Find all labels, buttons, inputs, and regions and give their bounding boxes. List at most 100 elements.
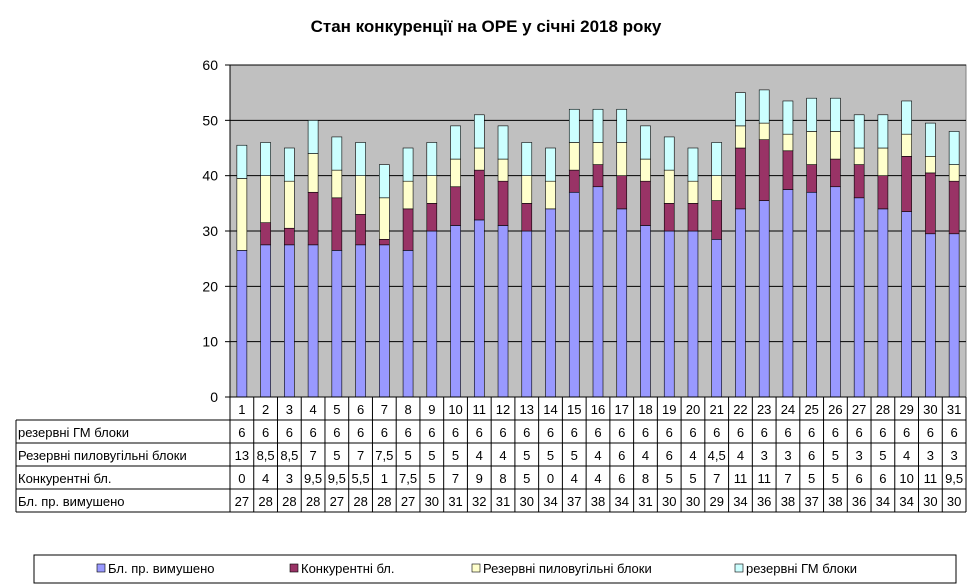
- bar-segment-series-2: [687, 180, 699, 204]
- data-label: 6: [856, 425, 863, 440]
- bar-segment-series-0: [426, 230, 438, 398]
- bar-segment-series-2: [379, 197, 390, 240]
- data-label: 37: [567, 494, 581, 509]
- x-category-label: 30: [923, 402, 937, 417]
- data-label: 6: [547, 425, 554, 440]
- bar-segment-series-3: [260, 142, 271, 176]
- bar-segment-series-3: [284, 147, 295, 182]
- bar-segment-series-0: [735, 208, 746, 398]
- bar-segment-series-2: [758, 122, 770, 140]
- data-label: 6: [594, 425, 601, 440]
- bar-segment-series-2: [901, 133, 912, 157]
- data-label: 6: [832, 425, 839, 440]
- data-label: 5: [428, 471, 435, 486]
- bar-segment-series-0: [925, 233, 936, 398]
- y-tick-label: 0: [210, 389, 218, 405]
- x-category-label: 24: [781, 402, 795, 417]
- data-label: 4: [594, 448, 601, 463]
- data-label: 28: [377, 494, 391, 509]
- bar-segment-series-0: [592, 186, 604, 398]
- x-category-label: 13: [520, 402, 534, 417]
- bar-segment-series-0: [568, 191, 580, 398]
- data-label: 7: [713, 471, 720, 486]
- data-label: 3: [761, 448, 768, 463]
- bar-segment-series-1: [853, 164, 865, 199]
- data-label: 6: [927, 425, 934, 440]
- x-category-label: 22: [733, 402, 747, 417]
- data-label: 31: [638, 494, 652, 509]
- bar-segment-series-3: [473, 114, 485, 149]
- bar-segment-series-3: [497, 125, 509, 160]
- data-label: 6: [784, 425, 791, 440]
- data-label: 6: [737, 425, 744, 440]
- bar-segment-series-3: [948, 131, 960, 165]
- bar-segment-series-2: [853, 147, 865, 165]
- bar-segment-series-2: [284, 180, 295, 229]
- bar-segment-series-0: [616, 208, 628, 398]
- bar-segment-series-2: [260, 175, 271, 224]
- data-label: 13: [235, 448, 249, 463]
- data-label: 5: [547, 448, 554, 463]
- data-label: 30: [947, 494, 961, 509]
- bar-segment-series-1: [402, 208, 414, 251]
- y-tick-label: 10: [202, 334, 218, 350]
- bar-segment-series-0: [877, 208, 889, 398]
- table-row-label: Конкурентні бл.: [18, 471, 112, 486]
- data-label: 6: [689, 425, 696, 440]
- data-label: 6: [309, 425, 316, 440]
- data-label: 6: [666, 425, 673, 440]
- data-label: 7,5: [375, 448, 393, 463]
- legend-entry: Резервні пиловугільні блоки: [483, 561, 652, 576]
- x-category-label: 20: [686, 402, 700, 417]
- data-label: 30: [520, 494, 534, 509]
- data-label: 4: [262, 471, 269, 486]
- x-category-label: 11: [473, 402, 487, 417]
- bar-segment-series-0: [450, 225, 461, 398]
- bar-segment-series-0: [901, 211, 912, 398]
- bar-segment-series-1: [948, 180, 960, 235]
- data-label: 6: [381, 425, 388, 440]
- data-label: 4: [642, 448, 649, 463]
- bar-segment-series-3: [450, 125, 461, 160]
- data-label: 28: [353, 494, 367, 509]
- bar-segment-series-1: [355, 214, 366, 246]
- x-category-label: 3: [286, 402, 293, 417]
- bar-segment-series-0: [379, 244, 390, 398]
- bar-segment-series-0: [497, 225, 509, 398]
- data-label: 11: [734, 471, 748, 486]
- data-label: 3: [784, 448, 791, 463]
- legend-entry: резервні ГМ блоки: [746, 561, 857, 576]
- data-label: 7: [309, 448, 316, 463]
- x-category-label: 26: [828, 402, 842, 417]
- data-label: 34: [899, 494, 913, 509]
- x-category-label: 4: [309, 402, 316, 417]
- x-category-label: 28: [876, 402, 890, 417]
- bar-segment-series-2: [782, 133, 794, 152]
- bar-segment-series-3: [402, 147, 414, 182]
- data-label: 6: [618, 471, 625, 486]
- data-label: 4: [689, 448, 696, 463]
- bar-segment-series-3: [379, 164, 390, 199]
- bar-segment-series-1: [616, 175, 628, 210]
- data-label: 6: [404, 425, 411, 440]
- bar-segment-series-0: [782, 189, 794, 398]
- bar-segment-series-3: [877, 114, 889, 149]
- bar-segment-series-1: [473, 169, 485, 221]
- bar-segment-series-1: [782, 150, 794, 190]
- data-label: 8,5: [280, 448, 298, 463]
- bar-segment-series-3: [331, 136, 343, 171]
- bar-segment-series-0: [307, 244, 319, 398]
- data-label: 5: [808, 471, 815, 486]
- data-label: 38: [591, 494, 605, 509]
- data-label: 9: [476, 471, 483, 486]
- data-label: 34: [543, 494, 557, 509]
- data-label: 5: [523, 448, 530, 463]
- data-label: 9,5: [945, 471, 963, 486]
- bar-segment-series-3: [711, 142, 723, 176]
- legend: Бл. пр. вимушено Конкурентні бл. Резервні …: [33, 554, 957, 584]
- data-label: 30: [686, 494, 700, 509]
- data-label: 6: [879, 425, 886, 440]
- x-category-label: 27: [852, 402, 866, 417]
- x-category-label: 7: [381, 402, 388, 417]
- data-label: 37: [804, 494, 818, 509]
